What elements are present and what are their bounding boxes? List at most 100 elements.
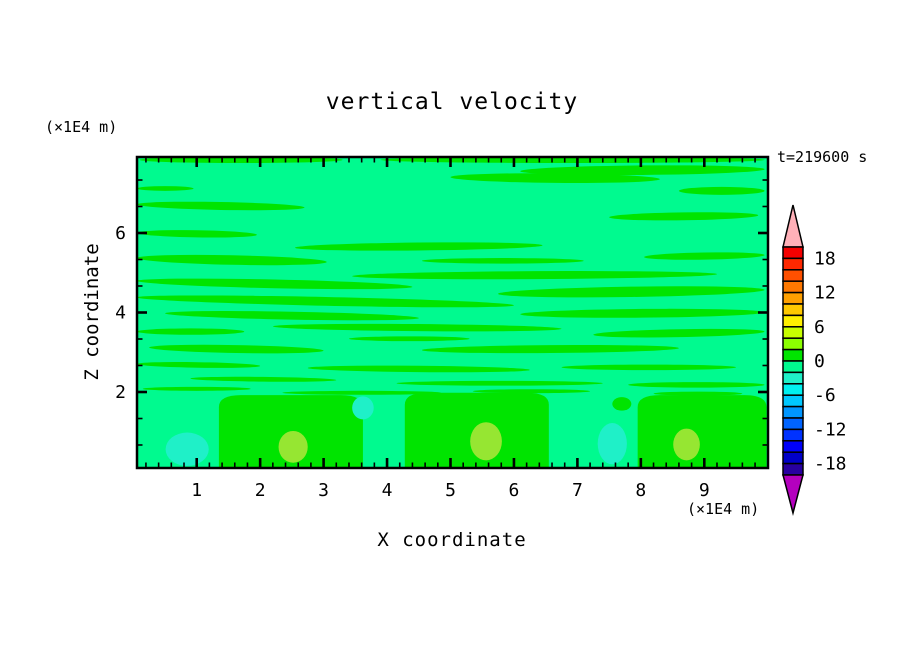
updraft-core [673, 428, 700, 461]
wave-stripe [137, 362, 261, 368]
colorbar-segment [782, 303, 804, 317]
wave-stripe [609, 212, 759, 221]
wave-stripes [137, 157, 765, 411]
wave-stripe [272, 323, 562, 332]
time-label: t=219600 s [777, 148, 868, 166]
z-tick-labels: 2 4 6 [115, 223, 126, 403]
colorbar-segment [782, 451, 804, 465]
wave-stripe [137, 201, 305, 211]
colorbar-over-arrow [782, 204, 804, 248]
wave-stripe [678, 186, 765, 195]
x-tick-label: 7 [572, 480, 583, 501]
wave-stripe [421, 344, 679, 354]
wave-stripe [307, 365, 530, 373]
updraft-core [278, 430, 308, 463]
colorbar-tick-label: 0 [814, 351, 825, 372]
wave-stripe [282, 390, 441, 395]
colorbar [782, 204, 804, 516]
z-tick-label: 2 [115, 382, 126, 403]
colorbar-under-arrow [782, 474, 804, 516]
colorbar-segment [782, 257, 804, 271]
x-axis-units-label: (×1E4 m) [687, 500, 760, 518]
colorbar-segment [782, 417, 804, 431]
x-tick-label: 4 [382, 480, 393, 501]
chart-title: vertical velocity [325, 89, 579, 115]
x-tick-label: 9 [699, 480, 710, 501]
colorbar-segment [782, 269, 804, 282]
wave-stripe [352, 271, 717, 280]
wave-stripe [164, 311, 419, 321]
x-tick-label: 3 [318, 480, 329, 501]
wave-stripe [520, 308, 765, 318]
x-tick-label: 8 [635, 480, 646, 501]
wave-stripe [628, 382, 765, 388]
colorbar-segment [782, 246, 804, 260]
colorbar-tick-label: -6 [814, 385, 836, 406]
wave-stripe [139, 157, 343, 164]
downdraft-core [352, 396, 374, 420]
wave-stripe [421, 258, 584, 264]
wave-stripe [561, 364, 737, 371]
colorbar-segment [782, 326, 804, 339]
updraft-cores [278, 422, 700, 463]
updraft-core [470, 422, 502, 461]
colorbar-segment [782, 291, 804, 305]
z-tick-label: 4 [115, 303, 126, 324]
wave-stripe [295, 242, 543, 251]
wave-stripe [137, 230, 257, 238]
colorbar-segment [782, 462, 804, 476]
contour-field [137, 157, 768, 468]
colorbar-segment [782, 440, 804, 453]
z-axis-units-label: (×1E4 m) [45, 118, 118, 136]
wave-stripe [520, 165, 765, 176]
colorbar-labels: 18 12 6 0 -6 -12 -18 [814, 248, 847, 474]
colorbar-segment [782, 337, 804, 351]
wave-stripe [149, 344, 324, 354]
colorbar-segment [782, 405, 804, 419]
downdraft-cores [165, 396, 627, 466]
x-tick-label: 2 [255, 480, 266, 501]
downdraft-core [597, 423, 627, 465]
wave-stripe [472, 389, 591, 394]
wave-stripe [190, 376, 337, 382]
z-axis-title: Z coordinate [81, 243, 103, 381]
wave-stripe [380, 157, 765, 164]
colorbar-tick-label: -12 [814, 419, 847, 440]
colorbar-tick-label: 12 [814, 283, 836, 304]
plot-border [135, 155, 770, 470]
colorbar-segment [782, 280, 804, 294]
colorbar-tick-label: 6 [814, 317, 825, 338]
x-axis-title: X coordinate [377, 529, 527, 551]
colorbar-segment [782, 371, 804, 385]
wave-stripe [142, 386, 251, 391]
z-tick-label: 6 [115, 223, 126, 244]
wave-stripe [593, 328, 765, 338]
updraft-cell [637, 395, 767, 468]
colorbar-segment [782, 394, 804, 408]
wave-stripe [653, 391, 743, 396]
colorbar-segment [782, 360, 804, 374]
axes [135, 155, 770, 470]
wave-stripe [396, 380, 603, 386]
wave-stripe [137, 328, 245, 335]
x-tick-labels: 1 2 3 4 5 6 7 8 9 [191, 480, 709, 501]
wave-stripe [137, 278, 413, 290]
x-tick-label: 1 [191, 480, 202, 501]
colorbar-tick-label: -18 [814, 454, 847, 475]
wave-stripe [498, 286, 765, 298]
x-tick-label: 5 [445, 480, 456, 501]
colorbar-segment [782, 383, 804, 396]
colorbar-segment [782, 348, 804, 362]
wave-stripe [450, 173, 660, 184]
colorbar-segment [782, 428, 804, 442]
wave-stripe [612, 397, 632, 411]
downdraft-core [165, 432, 209, 466]
wave-stripe [137, 295, 514, 308]
wave-stripe [644, 252, 765, 260]
colorbar-tick-label: 18 [814, 248, 836, 269]
colorbar-segment [782, 314, 804, 328]
wave-stripe [348, 336, 470, 342]
wave-stripe [137, 186, 194, 191]
